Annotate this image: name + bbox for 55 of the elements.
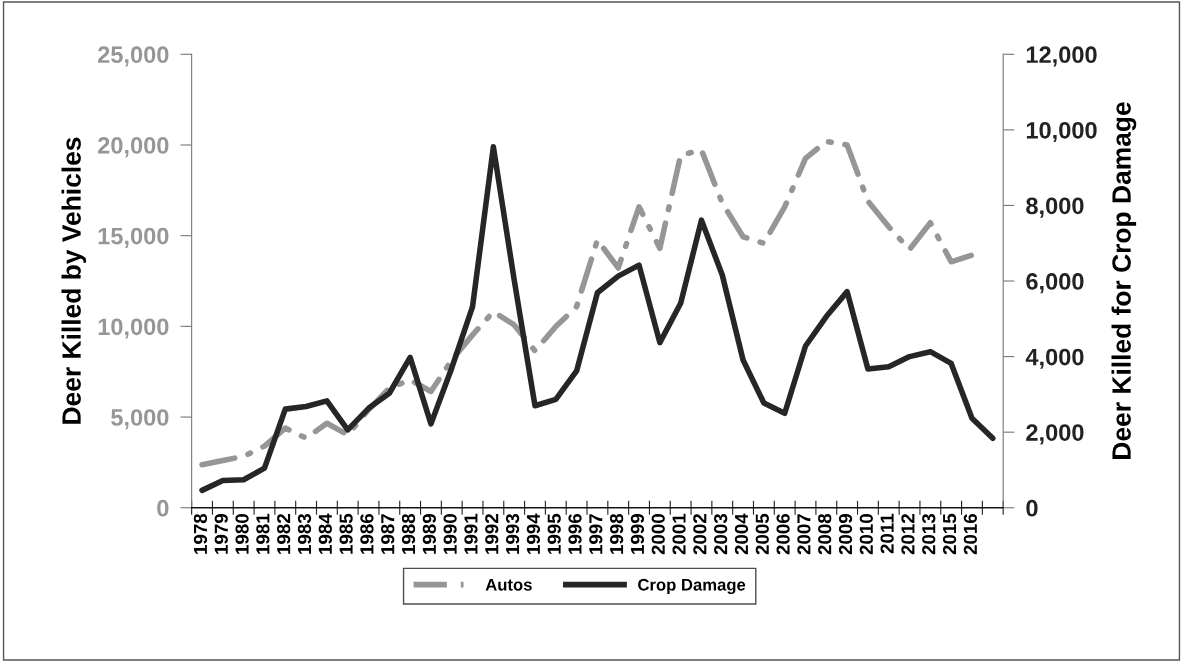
x-tick-label: 1995 [547,513,561,554]
x-tick-label: 2003 [714,513,728,555]
x-tick-label: 1978 [193,513,208,554]
x-tick-label: 1984 [318,513,332,554]
y2-axis-title: Deer Killed for Crop Damage [1111,102,1137,459]
y2-tick-label: 0 [1026,499,1038,517]
x-tick-label: 2007 [797,514,811,555]
y-tick-label: 25,000 [98,46,169,67]
x-tick-label: 2001 [672,513,686,555]
x-tick-label: 2004 [734,513,749,555]
x-tick-label: 2000 [651,514,665,555]
x-tick-label: 1988 [401,513,416,554]
x-tick-label: 2012 [901,514,915,555]
x-tick-label: 2010 [859,514,873,555]
x-tick-label: 2011 [880,513,894,554]
x-tick-label: 1980 [235,514,249,554]
x-tick-label: 1985 [339,513,353,554]
y2-tick-label: 8,000 [1026,197,1084,218]
y2-tick-label: 4,000 [1025,348,1084,369]
y2-tick-label: 2,000 [1026,424,1084,445]
y-tick-label: 20,000 [98,137,169,158]
x-tick-label: 1989 [422,514,436,554]
y-tick-label: 15,000 [98,227,169,248]
y-tick-label: 5,000 [111,409,169,430]
y2-tick-label: 6,000 [1026,273,1084,294]
x-tick-label: 1979 [214,514,228,554]
x-tick-label: 1981 [256,513,270,554]
x-tick-label: 1999 [630,514,645,554]
x-tick-label: 1997 [589,514,603,554]
y-axis-title: Deer Killed by Vehicles [61,137,87,424]
x-tick-label: 2008 [818,513,832,555]
x-tick-label: 2005 [755,513,769,555]
x-tick-label: 2006 [776,513,790,555]
x-tick-label: 2013 [922,513,936,555]
x-tick-label: 1986 [360,513,374,554]
legend-label: Autos [485,579,532,591]
y-tick-label: 10,000 [98,318,169,339]
x-tick-label: 2016 [963,513,977,555]
x-tick-label: 1982 [277,514,291,554]
x-tick-label: 1991 [464,513,478,554]
x-tick-label: 1993 [505,513,520,554]
x-tick-label: 2015 [942,513,957,555]
x-tick-label: 1983 [297,513,312,554]
legend-label: Crop Damage [638,578,746,595]
x-tick-label: 2002 [693,514,707,555]
x-tick-label: 1996 [568,513,582,554]
x-tick-label: 1992 [485,514,499,554]
x-tick-label: 1994 [526,513,541,554]
y2-tick-label: 10,000 [1026,121,1097,143]
x-tick-label: 1990 [443,514,457,554]
y2-tick-label: 12,000 [1026,46,1097,67]
x-tick-label: 2009 [838,514,853,555]
y-tick-label: 0 [157,499,169,517]
x-tick-label: 1987 [381,514,395,554]
x-tick-label: 1998 [609,513,624,554]
